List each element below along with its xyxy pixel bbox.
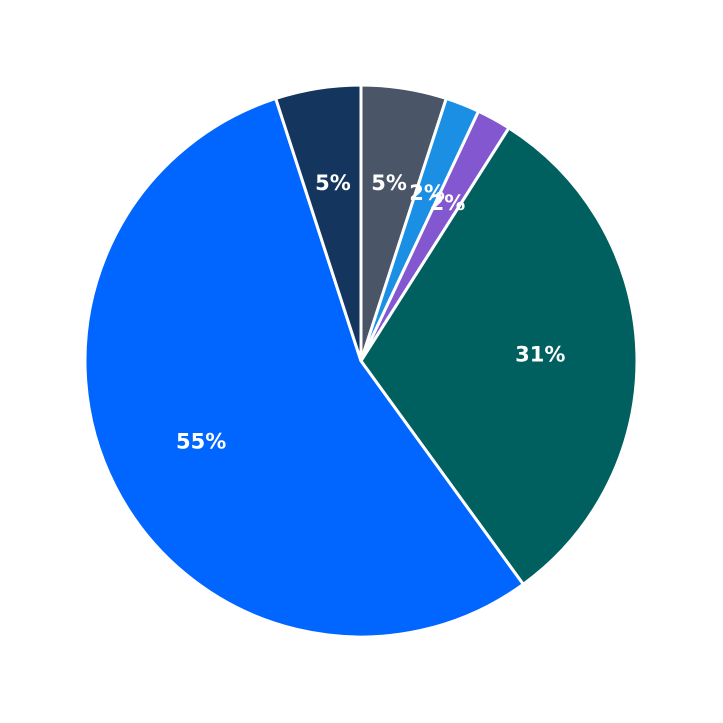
pie-slice [273,83,363,362]
data-label: 55% [176,429,226,453]
data-label: 5% [371,171,407,195]
data-label: 5% [315,171,351,195]
data-label: 2% [409,181,445,205]
pie-slice [83,96,526,639]
pie-slice [359,125,639,587]
data-label: 31% [515,342,565,366]
data-label: 2% [430,191,466,215]
